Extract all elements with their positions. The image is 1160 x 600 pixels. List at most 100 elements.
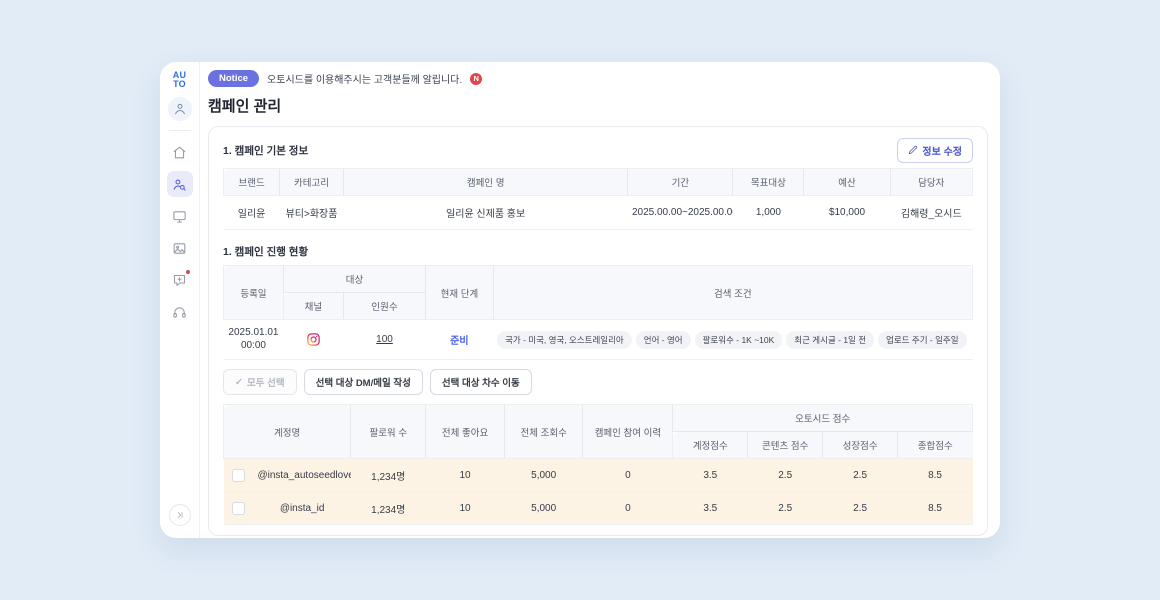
- main-content: Notice 오토시드를 이용해주시는 고객분들께 알립니다. N 캠페인 관리…: [200, 62, 1000, 538]
- notice-bar: Notice 오토시드를 이용해주시는 고객분들께 알립니다. N: [208, 70, 988, 87]
- total-score-value: 8.5: [898, 492, 973, 525]
- condition-chip: 언어 - 영어: [636, 331, 691, 349]
- write-dm-button[interactable]: 선택 대상 DM/메일 작성: [304, 369, 423, 395]
- progress-title: 1. 캠페인 진행 현황: [223, 244, 973, 259]
- campaign-card: 1. 캠페인 기본 정보 정보 수정 브랜드 카테고리: [208, 126, 988, 536]
- col-account-name: 계정명: [224, 405, 351, 459]
- col-followers: 팔로워 수: [351, 405, 426, 459]
- checkbox-cell: [224, 459, 254, 492]
- sidebar: AU TO: [160, 62, 200, 538]
- budget-value: $10,000: [804, 196, 890, 230]
- headset-icon: [172, 305, 187, 320]
- row-checkbox[interactable]: [232, 535, 245, 537]
- notice-badge: Notice: [208, 70, 259, 87]
- account-name[interactable]: @insta_autoseedlove: [253, 459, 350, 492]
- check-icon: ✓: [235, 377, 243, 388]
- col-brand: 브랜드: [224, 169, 280, 196]
- select-all-button[interactable]: ✓ 모두 선택: [223, 369, 297, 395]
- manager-value: 김해령_오시드: [890, 196, 972, 230]
- sidebar-item-monitor[interactable]: [167, 203, 193, 229]
- col-account-score: 계정점수: [673, 432, 748, 459]
- col-reg-date: 등록일: [224, 266, 284, 320]
- target-value: 1,000: [733, 196, 804, 230]
- col-campaign-name: 캠페인 명: [343, 169, 628, 196]
- page-title: 캠페인 관리: [208, 95, 988, 116]
- app-logo: AU TO: [173, 71, 186, 88]
- col-history: 캠페인 참여 이력: [583, 405, 673, 459]
- total-score-value: 8.5: [898, 525, 973, 537]
- edit-info-button[interactable]: 정보 수정: [897, 138, 973, 163]
- content-score-value: 2.5: [748, 525, 823, 537]
- basic-info-table: 브랜드 카테고리 캠페인 명 기간 목표대상 예산 담당자 일리윤 뷰티>화장품…: [223, 168, 973, 230]
- conditions-cell: 국가 - 미국, 영국, 오스트레일리아 언어 - 영어 팔로워수 - 1K ~…: [493, 320, 972, 360]
- sidebar-item-campaign[interactable]: [167, 171, 193, 197]
- logo-line2: TO: [173, 80, 186, 89]
- count-link[interactable]: 100: [376, 334, 393, 345]
- move-round-button[interactable]: 선택 대상 차수 이동: [430, 369, 532, 395]
- content-score-value: 2.5: [748, 459, 823, 492]
- reg-time: 00:00: [228, 340, 280, 353]
- expand-sidebar-button[interactable]: [169, 504, 191, 526]
- table-row: @insta_id 1,234명 10 5,000 0 3.5 2.5 2.5 …: [224, 492, 973, 525]
- checkbox-cell: [224, 525, 254, 537]
- history-value: 0: [583, 492, 673, 525]
- instagram-icon[interactable]: [306, 332, 321, 347]
- account-name[interactable]: @insta_id: [253, 525, 350, 537]
- col-budget: 예산: [804, 169, 890, 196]
- views-value: 5,000: [504, 492, 583, 525]
- col-target: 목표대상: [733, 169, 804, 196]
- history-value: 0: [583, 459, 673, 492]
- views-value: 5,000: [504, 525, 583, 537]
- stage-badge: 준비: [450, 336, 468, 347]
- table-row: @insta_autoseedlove 1,234명 10 5,000 0 3.…: [224, 459, 973, 492]
- campaign-search-icon: [172, 177, 187, 192]
- likes-value: 10: [426, 525, 505, 537]
- sidebar-item-media[interactable]: [167, 235, 193, 261]
- basic-info-title: 1. 캠페인 기본 정보: [223, 143, 308, 158]
- sidebar-item-home[interactable]: [167, 139, 193, 165]
- sidebar-item-messages[interactable]: [167, 267, 193, 293]
- period-value: 2025.00.00~2025.00.00: [628, 196, 733, 230]
- stage-cell: 준비: [426, 320, 493, 360]
- col-search-conditions: 검색 조건: [493, 266, 972, 320]
- col-category: 카테고리: [280, 169, 344, 196]
- basic-info-header: 1. 캠페인 기본 정보 정보 수정: [223, 138, 973, 162]
- content-score-value: 2.5: [748, 492, 823, 525]
- likes-value: 10: [426, 492, 505, 525]
- sidebar-item-support[interactable]: [167, 299, 193, 325]
- expand-sidebar-icon: [175, 510, 185, 520]
- row-checkbox[interactable]: [232, 469, 245, 482]
- select-all-label: 모두 선택: [247, 375, 285, 389]
- col-total-score: 종합점수: [898, 432, 973, 459]
- edit-info-label: 정보 수정: [922, 143, 962, 158]
- followers-value: 1,234명: [351, 492, 426, 525]
- followers-value: 1,234명: [351, 525, 426, 537]
- col-period: 기간: [628, 169, 733, 196]
- history-value: 0: [583, 525, 673, 537]
- category-value: 뷰티>화장품: [280, 196, 344, 230]
- sidebar-divider: [169, 130, 191, 131]
- table-row: @insta_id 1,234명 10 5,000 0 3.5 2.5 2.5 …: [224, 525, 973, 537]
- col-stage: 현재 단계: [426, 266, 493, 320]
- col-content-score: 콘텐츠 점수: [748, 432, 823, 459]
- home-icon: [172, 145, 187, 160]
- growth-score-value: 2.5: [823, 525, 898, 537]
- row-checkbox[interactable]: [232, 502, 245, 515]
- condition-chip: 최근 게시글 - 1일 전: [786, 331, 874, 349]
- followers-value: 1,234명: [351, 459, 426, 492]
- campaign-name-value: 일리윤 신제품 홍보: [343, 196, 628, 230]
- condition-chip: 업로드 주기 - 일주일: [878, 331, 966, 349]
- account-name[interactable]: @insta_id: [253, 492, 350, 525]
- views-value: 5,000: [504, 459, 583, 492]
- user-avatar[interactable]: [168, 97, 192, 121]
- col-count: 인원수: [343, 293, 425, 320]
- account-score-value: 3.5: [673, 492, 748, 525]
- notification-dot: [186, 270, 190, 274]
- bulk-actions: ✓ 모두 선택 선택 대상 DM/메일 작성 선택 대상 차수 이동: [223, 369, 973, 395]
- notice-text: 오토시드를 이용해주시는 고객분들께 알립니다.: [267, 71, 462, 86]
- likes-value: 10: [426, 459, 505, 492]
- reg-date-value: 2025.01.01 00:00: [224, 320, 284, 360]
- monitor-icon: [172, 209, 187, 224]
- image-icon: [172, 241, 187, 256]
- progress-row: 2025.01.01 00:00: [224, 320, 973, 360]
